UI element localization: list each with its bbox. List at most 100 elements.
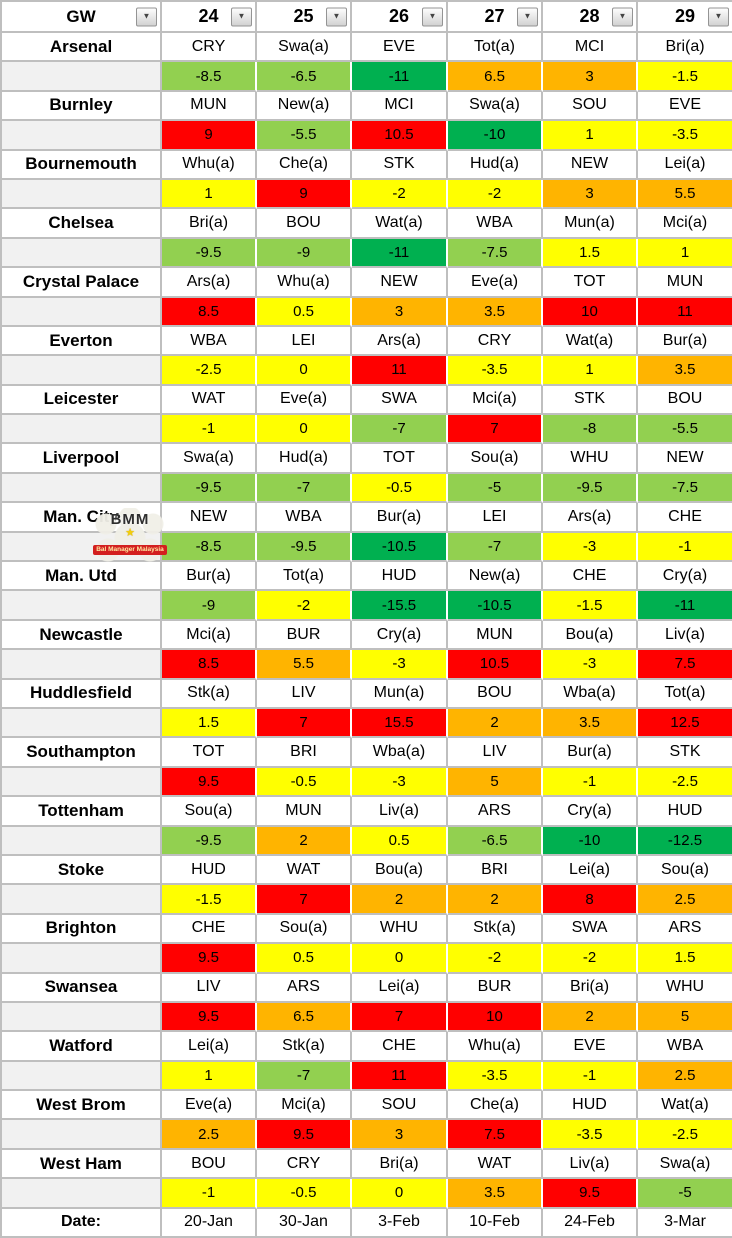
team-fixture-row: Arsenal CRY Swa(a) EVE Tot(a) MCI Bri(a) — [2, 33, 732, 63]
date-cell: 10-Feb — [448, 1208, 543, 1238]
gameweek-header-cell: 25 ▼ — [257, 2, 352, 33]
score-cell: 9.5 — [162, 767, 257, 798]
team-score-row: -1.5 7 2 2 8 2.5 — [2, 885, 732, 915]
opponent-cell: Whu(a) — [162, 150, 257, 180]
filter-dropdown-button[interactable]: ▼ — [612, 7, 633, 26]
score-cell: 11 — [352, 1061, 448, 1092]
score-cell: -9.5 — [543, 473, 638, 504]
score-cell: -1 — [543, 1061, 638, 1092]
opponent-cell: LIV — [162, 973, 257, 1003]
opponent-cell: STK — [543, 385, 638, 416]
opponent-cell: MCI — [352, 91, 448, 122]
filter-dropdown-button[interactable]: ▼ — [136, 7, 157, 26]
opponent-cell: WBA — [162, 326, 257, 357]
score-cell: -10.5 — [448, 591, 543, 621]
score-cell: 0 — [257, 356, 352, 386]
opponent-cell: CRY — [162, 33, 257, 63]
opponent-cell: Eve(a) — [448, 268, 543, 298]
team-fixture-row: Chelsea Bri(a) BOU Wat(a) WBA Mun(a) Mci(a) — [2, 209, 732, 239]
team-score-row: -9.5 -9 -11 -7.5 1.5 1 — [2, 238, 732, 269]
opponent-cell: BUR — [257, 620, 352, 651]
score-cell: -2 — [543, 944, 638, 974]
team-fixture-row: Swansea LIV ARS Lei(a) BUR Bri(a) WHU — [2, 973, 732, 1003]
spacer-cell — [2, 767, 162, 798]
spacer-cell — [2, 1120, 162, 1150]
team-fixture-row: Brighton CHE Sou(a) WHU Stk(a) SWA ARS — [2, 914, 732, 945]
team-name-cell: Watford — [2, 1032, 162, 1062]
opponent-cell: Bur(a) — [638, 326, 732, 357]
opponent-cell: MCI — [543, 33, 638, 63]
opponent-cell: Bur(a) — [543, 738, 638, 768]
filter-dropdown-button[interactable]: ▼ — [231, 7, 252, 26]
opponent-cell: Wat(a) — [543, 326, 638, 357]
score-cell: 10.5 — [352, 121, 448, 151]
header-row: GW ▼ 24 ▼ 25 ▼ 26 ▼ 27 ▼ 28 ▼ 29 ▼ — [2, 2, 732, 33]
opponent-cell: Hud(a) — [257, 444, 352, 474]
score-cell: 5.5 — [638, 179, 732, 210]
team-fixture-row: Bournemouth Whu(a) Che(a) STK Hud(a) NEW Lei(a… — [2, 150, 732, 180]
opponent-cell: Tot(a) — [638, 679, 732, 709]
score-cell: 3.5 — [448, 297, 543, 327]
score-cell: -2.5 — [638, 767, 732, 798]
chevron-down-icon: ▼ — [428, 11, 437, 21]
score-cell: 7 — [352, 1002, 448, 1033]
opponent-cell: Cry(a) — [352, 620, 448, 651]
opponent-cell: Swa(a) — [162, 444, 257, 474]
filter-dropdown-button[interactable]: ▼ — [517, 7, 538, 26]
spacer-cell — [2, 591, 162, 621]
team-name-cell: West Brom — [2, 1091, 162, 1121]
team-name-cell: Stoke — [2, 855, 162, 886]
opponent-cell: BOU — [257, 209, 352, 239]
opponent-cell: Wba(a) — [352, 738, 448, 768]
opponent-cell: Ars(a) — [162, 268, 257, 298]
opponent-cell: Stk(a) — [162, 679, 257, 709]
score-cell: -6.5 — [448, 826, 543, 856]
opponent-cell: MUN — [257, 797, 352, 827]
opponent-cell: Che(a) — [257, 150, 352, 180]
opponent-cell: ARS — [448, 797, 543, 827]
score-cell: 2 — [448, 885, 543, 915]
score-cell: 9 — [257, 179, 352, 210]
date-cell: 24-Feb — [543, 1208, 638, 1238]
score-cell: 0.5 — [257, 297, 352, 327]
score-cell: 8.5 — [162, 650, 257, 680]
team-score-row: 9.5 6.5 7 10 2 5 — [2, 1002, 732, 1033]
score-cell: 5.5 — [257, 650, 352, 680]
team-score-row: -1 0 -7 7 -8 -5.5 — [2, 415, 732, 445]
team-name-cell: Burnley — [2, 91, 162, 122]
team-name-cell: Arsenal — [2, 33, 162, 63]
team-fixture-row: Newcastle Mci(a) BUR Cry(a) MUN Bou(a) Liv(a) — [2, 620, 732, 651]
score-cell: -9.5 — [257, 532, 352, 563]
filter-dropdown-button[interactable]: ▼ — [708, 7, 729, 26]
score-cell: -3 — [352, 650, 448, 680]
opponent-cell: New(a) — [448, 562, 543, 592]
opponent-cell: MUN — [162, 91, 257, 122]
team-fixture-row: Man. Utd Bur(a) Tot(a) HUD New(a) CHE Cry(a) — [2, 562, 732, 592]
score-cell: -7.5 — [448, 238, 543, 269]
chevron-down-icon: ▼ — [618, 11, 627, 21]
score-cell: 1 — [543, 121, 638, 151]
opponent-cell: Lei(a) — [638, 150, 732, 180]
spacer-cell — [2, 944, 162, 974]
score-cell: -1.5 — [543, 591, 638, 621]
opponent-cell: TOT — [352, 444, 448, 474]
opponent-cell: BOU — [162, 1149, 257, 1180]
opponent-cell: TOT — [162, 738, 257, 768]
score-cell: -1.5 — [638, 62, 732, 92]
team-name-cell: Liverpool — [2, 444, 162, 474]
team-fixture-row: West Brom Eve(a) Mci(a) SOU Che(a) HUD Wat(a) — [2, 1091, 732, 1121]
gameweek-header-cell: 29 ▼ — [638, 2, 732, 33]
score-cell: 1 — [638, 238, 732, 269]
opponent-cell: Eve(a) — [257, 385, 352, 416]
score-cell: 12.5 — [638, 708, 732, 739]
filter-dropdown-button[interactable]: ▼ — [422, 7, 443, 26]
spacer-cell — [2, 885, 162, 915]
score-cell: -0.5 — [257, 1179, 352, 1209]
filter-dropdown-button[interactable]: ▼ — [326, 7, 347, 26]
score-cell: -10 — [543, 826, 638, 856]
team-name-cell: Southampton — [2, 738, 162, 768]
score-cell: 0 — [352, 944, 448, 974]
opponent-cell: HUD — [638, 797, 732, 827]
opponent-cell: SWA — [352, 385, 448, 416]
opponent-cell: Liv(a) — [638, 620, 732, 651]
